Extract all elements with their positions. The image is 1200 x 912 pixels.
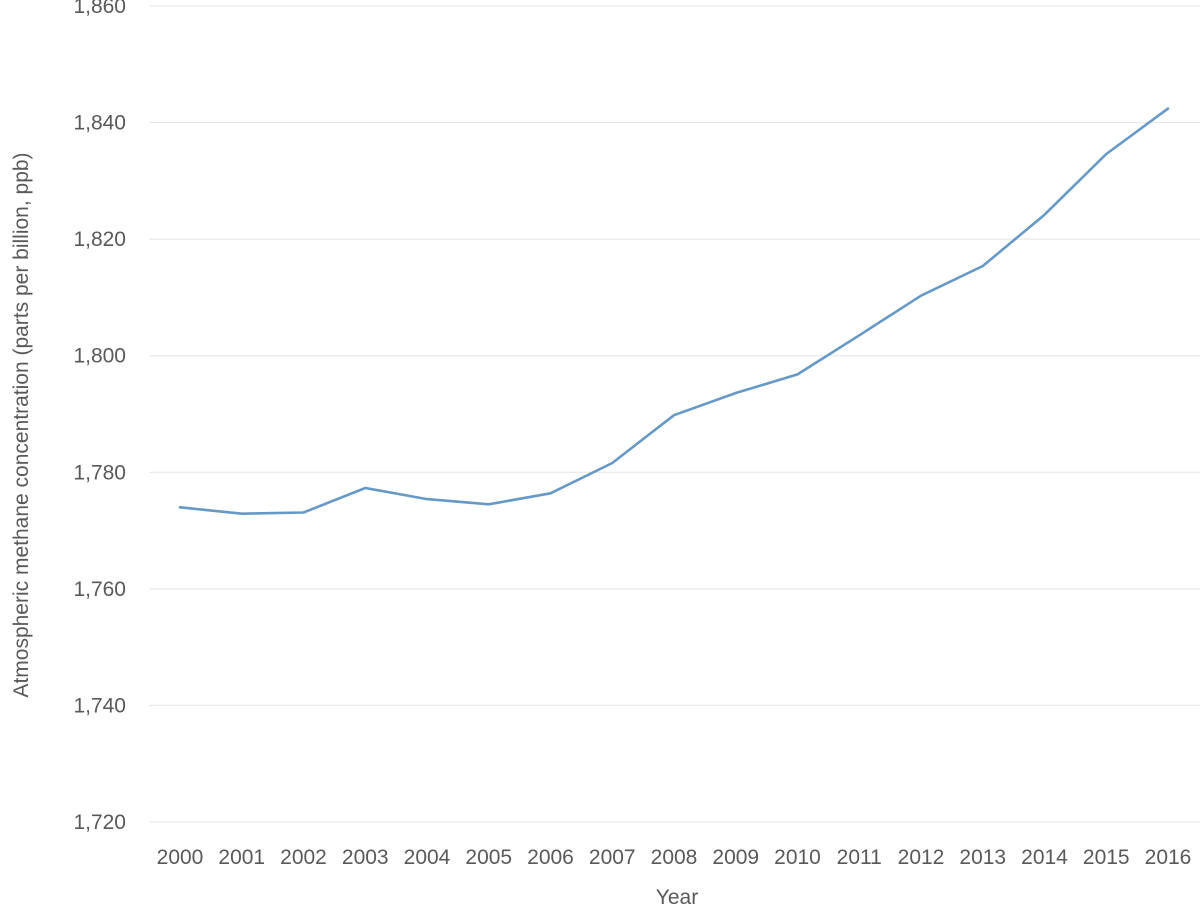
x-axis-ticks: 2000 2001 2002 2003 2004 2005 2006 2007 2008 2009… [157, 846, 1192, 869]
y-axis-title: Atmospheric methane concentration (parts… [10, 152, 33, 697]
x-tick-label: 2003 [342, 846, 389, 869]
x-tick-label: 2012 [898, 846, 945, 869]
x-tick-label: 2013 [959, 846, 1006, 869]
x-tick-label: 2015 [1083, 846, 1130, 869]
x-tick-label: 2008 [651, 846, 698, 869]
y-tick-label: 1,740 [73, 694, 126, 717]
x-tick-label: 2011 [837, 846, 882, 869]
x-axis-title: Year [656, 886, 698, 907]
y-tick-label: 1,800 [73, 345, 126, 368]
x-tick-label: 2009 [712, 846, 759, 869]
y-tick-label: 1,840 [73, 112, 126, 135]
x-tick-label: 2016 [1145, 846, 1192, 869]
y-tick-label: 1,860 [73, 0, 126, 18]
x-tick-label: 2006 [527, 846, 574, 869]
x-tick-label: 2002 [280, 846, 327, 869]
series-layer [178, 107, 1170, 516]
x-tick-label: 2010 [774, 846, 821, 869]
x-tick-label: 2000 [157, 846, 204, 869]
y-tick-label: 1,720 [73, 811, 126, 834]
x-tick-label: 2007 [589, 846, 636, 869]
x-tick-label: 2014 [1021, 846, 1068, 869]
x-tick-label: 2001 [218, 846, 265, 869]
gridlines [150, 5, 1200, 823]
y-tick-label: 1,760 [73, 578, 126, 601]
y-tick-label: 1,780 [73, 461, 126, 484]
x-tick-label: 2004 [404, 846, 451, 869]
y-tick-label: 1,820 [73, 228, 126, 251]
series-line-0 [178, 107, 1170, 516]
y-axis-ticks: 1,720 1,740 1,760 1,780 1,800 1,820 1,840 1,860 [73, 0, 126, 834]
x-tick-label: 2005 [465, 846, 512, 869]
